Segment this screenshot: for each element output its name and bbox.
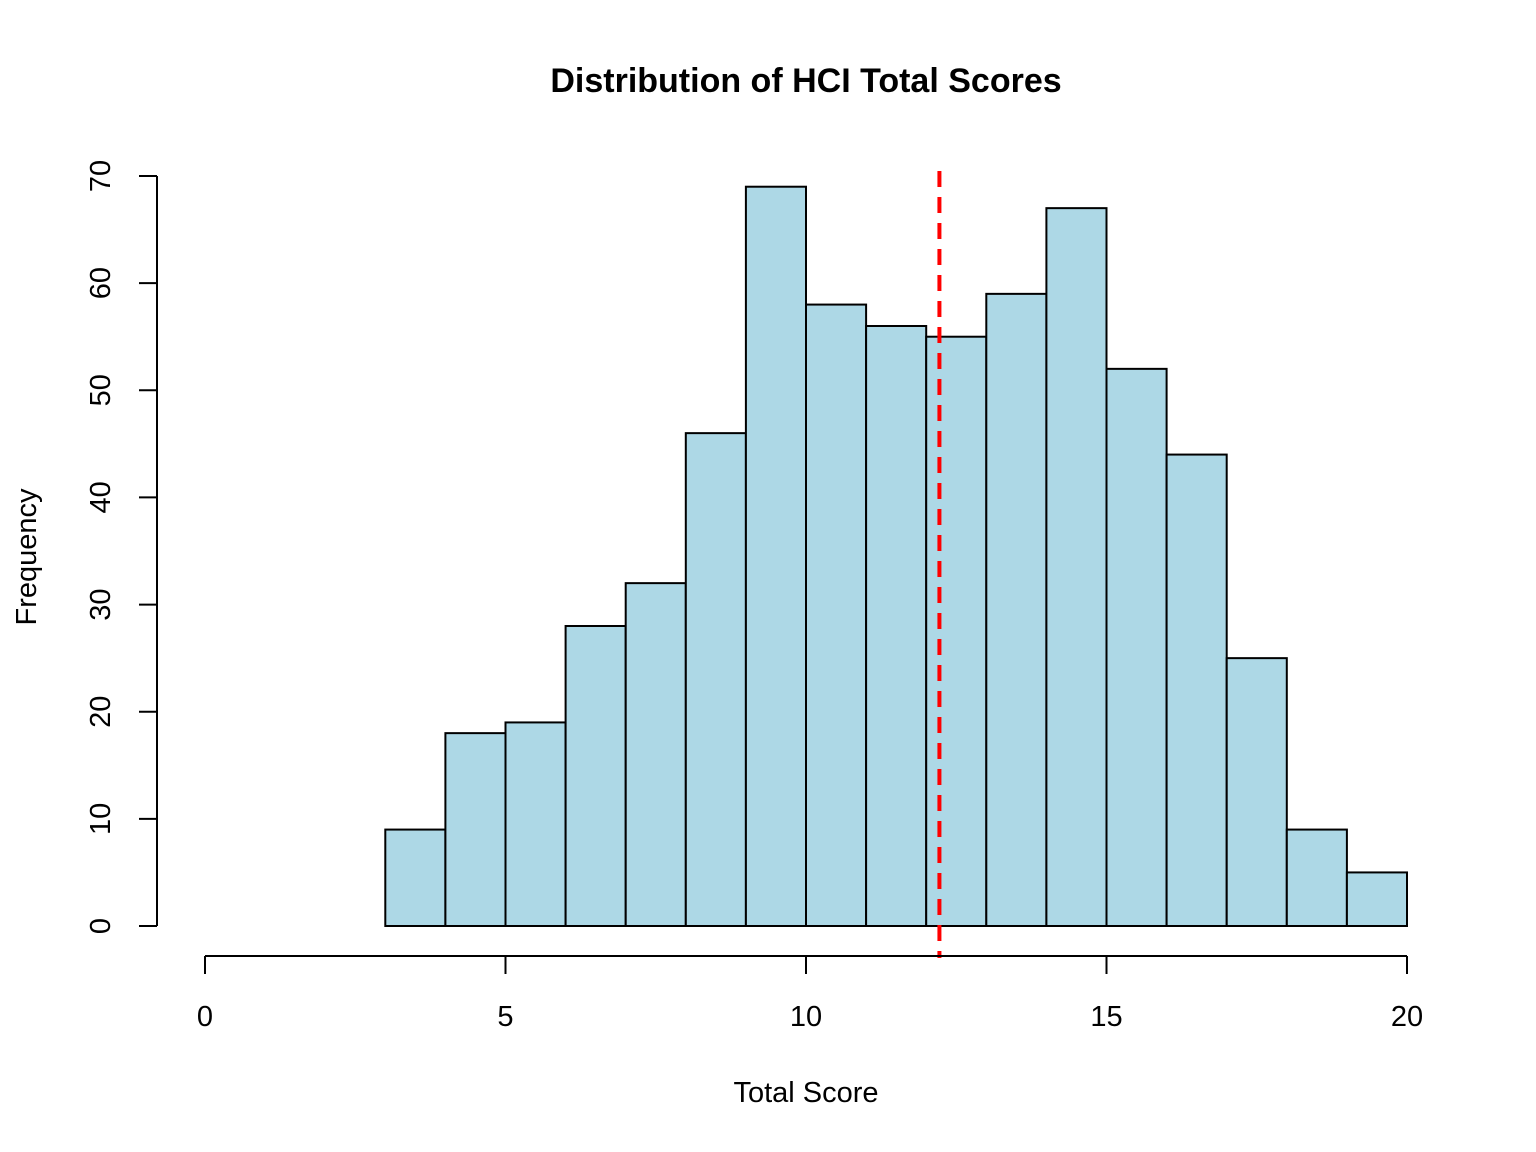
y-tick-label-70: 70 bbox=[85, 160, 117, 192]
bar-5-6 bbox=[504, 721, 567, 928]
bar-13-14 bbox=[985, 292, 1048, 928]
x-tick-label-10: 10 bbox=[790, 1001, 822, 1033]
bar-3-4 bbox=[384, 828, 447, 927]
bar-9-10 bbox=[744, 185, 808, 927]
y-tick-label-60: 60 bbox=[85, 267, 117, 299]
bar-19-20 bbox=[1345, 871, 1409, 928]
bar-14-15 bbox=[1045, 207, 1108, 927]
bar-18-19 bbox=[1285, 828, 1348, 927]
x-tick-label-5: 5 bbox=[497, 1001, 513, 1033]
y-tick-label-0: 0 bbox=[85, 918, 117, 934]
bar-15-16 bbox=[1105, 367, 1168, 928]
bar-12-13 bbox=[925, 335, 988, 927]
bar-7-8 bbox=[624, 582, 687, 928]
x-tick-label-20: 20 bbox=[1391, 1001, 1423, 1033]
x-tick-label-15: 15 bbox=[1090, 1001, 1122, 1033]
y-axis-label: Frequency bbox=[11, 488, 43, 626]
y-tick-label-50: 50 bbox=[85, 374, 117, 406]
y-axis: 0 10 20 30 40 50 60 70 bbox=[85, 160, 158, 934]
bar-8-9 bbox=[684, 432, 747, 927]
x-axis: 0 5 10 15 20 bbox=[197, 955, 1423, 1033]
bar-16-17 bbox=[1165, 453, 1228, 927]
y-tick-label-20: 20 bbox=[85, 696, 117, 728]
y-tick-label-10: 10 bbox=[85, 803, 117, 835]
bar-10-11 bbox=[805, 303, 868, 928]
bars-group bbox=[384, 185, 1409, 928]
bar-4-5 bbox=[444, 732, 507, 928]
chart-title: Distribution of HCI Total Scores bbox=[550, 62, 1061, 100]
x-tick-label-0: 0 bbox=[197, 1001, 213, 1033]
bar-6-7 bbox=[564, 625, 627, 927]
bar-11-12 bbox=[865, 325, 928, 927]
x-axis-label: Total Score bbox=[733, 1077, 878, 1109]
y-tick-label-40: 40 bbox=[85, 481, 117, 513]
bar-17-18 bbox=[1225, 657, 1288, 928]
y-tick-label-30: 30 bbox=[85, 588, 117, 620]
